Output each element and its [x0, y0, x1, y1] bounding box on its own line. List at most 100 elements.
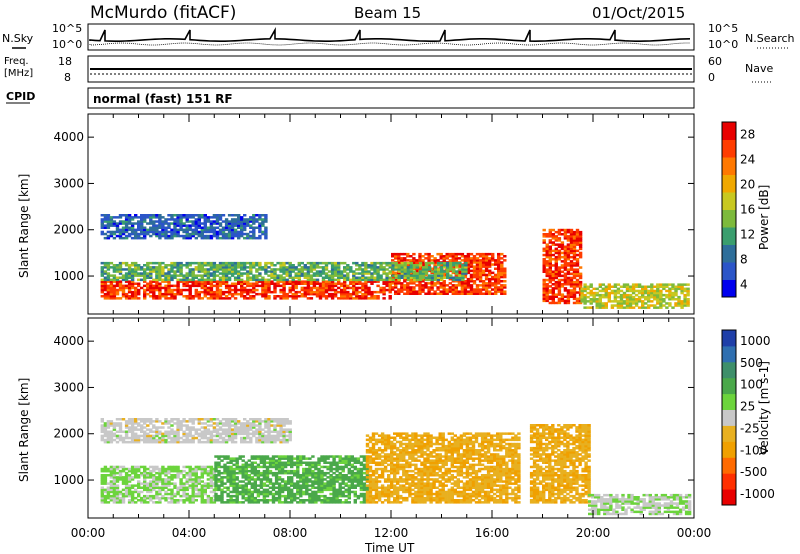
- colorbar-tick: 25: [740, 400, 755, 414]
- colorbar-swatch: [722, 174, 736, 193]
- colorbar-tick: -500: [740, 465, 767, 479]
- colorbar-swatch: [722, 209, 736, 228]
- freq-tick-bottom: 8: [64, 71, 71, 84]
- y-tick-label: 3000: [53, 380, 84, 394]
- y-tick-label: 1000: [53, 473, 84, 487]
- cpid-text: normal (fast) 151 RF: [93, 92, 233, 106]
- vel-region: [100, 465, 217, 504]
- colorbar-swatch: [722, 473, 736, 490]
- power-region: [580, 283, 690, 309]
- nave-tick-bottom: 0: [708, 71, 715, 84]
- colorbar-tick: 28: [740, 128, 755, 142]
- x-axis-label: Time UT: [364, 541, 415, 554]
- velocity-panel: 1000 2000 3000 4000 Slant Range [km]: [17, 317, 695, 519]
- x-tick-labels: 00:00 04:00 08:00 12:00 16:00 20:00 00:00: [71, 526, 712, 540]
- x-tick-label: 00:00: [71, 526, 106, 540]
- y-tick-label: 4000: [53, 334, 84, 348]
- vel-region: [588, 493, 692, 516]
- y-tick-label: 4000: [53, 130, 84, 144]
- beam-title: Beam 15: [354, 4, 421, 22]
- power-colorbar: 28 24 20 16 12 8 4: [721, 121, 755, 298]
- velocity-ylabel: Slant Range [km]: [17, 378, 31, 482]
- colorbar-swatch: [722, 157, 736, 175]
- freq-panel: Freq. [MHz] 18 8 60 0 Nave: [4, 55, 773, 84]
- nsearch-label: N.Search: [745, 32, 795, 45]
- y-tick-label: 2000: [53, 427, 84, 441]
- power-ylabel: Slant Range [km]: [17, 174, 31, 278]
- power-colorbar-label: Power [dB]: [757, 185, 771, 250]
- colorbar-swatch: [722, 262, 736, 280]
- colorbar-tick: 16: [740, 203, 755, 217]
- station-title: McMurdo (fitACF): [90, 3, 236, 23]
- colorbar-tick: 12: [740, 228, 755, 242]
- x-tick-label: 12:00: [374, 526, 409, 540]
- colorbar-tick: -25: [740, 421, 760, 435]
- y-tick-label: 1000: [53, 269, 84, 283]
- date-title: 01/Oct/2015: [592, 4, 685, 22]
- nsearch-trace: [89, 42, 690, 46]
- vel-region: [365, 432, 521, 504]
- freq-tick-top: 18: [58, 55, 72, 68]
- colorbar-tick: -1000: [740, 487, 775, 501]
- colorbar-swatch: [722, 279, 736, 298]
- nsky-label: N.Sky: [2, 32, 34, 45]
- freq-label-2: [MHz]: [4, 68, 33, 79]
- colorbar-swatch: [722, 393, 736, 410]
- noise-tick-right-bottom: 10^0: [708, 38, 738, 51]
- colorbar-swatch: [722, 425, 736, 442]
- velocity-data: [100, 418, 692, 516]
- colorbar-tick: 20: [740, 178, 755, 192]
- colorbar-swatch: [722, 330, 736, 347]
- y-tick-label: 3000: [53, 176, 84, 190]
- power-y-ticks: 1000 2000 3000 4000: [53, 130, 694, 283]
- colorbar-tick: 500: [740, 356, 763, 370]
- y-tick-label: 2000: [53, 223, 84, 237]
- freq-label-1: Freq.: [4, 56, 29, 67]
- velocity-colorbar-label: Velocity [m s-1]: [757, 361, 771, 455]
- vel-region: [100, 418, 292, 444]
- power-region: [100, 280, 392, 300]
- noise-panel: N.Sky N.Search 10^5 10^0 10^5 10^0: [2, 22, 795, 51]
- velocity-colorbar: 1000 500 100 25 -25 -100 -500 -1000: [721, 329, 775, 506]
- x-tick-label: 20:00: [576, 526, 611, 540]
- nave-tick-top: 60: [708, 55, 722, 68]
- x-tick-label: 08:00: [273, 526, 308, 540]
- colorbar-swatch: [722, 489, 736, 506]
- colorbar-swatch: [722, 244, 736, 263]
- x-tick-label: 00:00: [677, 526, 712, 540]
- colorbar-swatch: [722, 377, 736, 395]
- power-x-ticks: [87, 114, 695, 314]
- vel-region: [214, 455, 370, 504]
- colorbar-tick: 24: [740, 153, 755, 167]
- colorbar-swatch: [722, 457, 736, 474]
- noise-tick-right-top: 10^5: [708, 22, 738, 35]
- velocity-x-ticks: [87, 318, 695, 518]
- colorbar-tick: -100: [740, 443, 767, 457]
- noise-tick-left-top: 10^5: [52, 22, 82, 35]
- power-panel: 1000 2000 3000 4000 Slant Range [km]: [17, 113, 695, 315]
- colorbar-swatch: [722, 192, 736, 210]
- power-data: [100, 214, 690, 309]
- colorbar-swatch: [722, 441, 736, 458]
- colorbar-swatch: [722, 361, 736, 379]
- colorbar-tick: 8: [740, 253, 748, 267]
- colorbar-tick: 1000: [740, 334, 771, 348]
- colorbar-swatch: [722, 122, 736, 140]
- cpid-label: CPID: [6, 90, 35, 103]
- vel-region: [529, 424, 591, 504]
- nsky-trace: [89, 26, 691, 43]
- power-region: [100, 261, 468, 282]
- colorbar-swatch: [722, 139, 736, 158]
- noise-tick-left-bottom: 10^0: [52, 38, 82, 51]
- colorbar-swatch: [722, 227, 736, 245]
- power-region: [542, 228, 583, 305]
- velocity-y-ticks: 1000 2000 3000 4000: [53, 334, 694, 487]
- x-tick-label: 04:00: [172, 526, 207, 540]
- nave-label: Nave: [745, 62, 773, 75]
- colorbar-swatch: [722, 409, 736, 426]
- colorbar-swatch: [722, 345, 736, 363]
- colorbar-tick: 4: [740, 278, 748, 292]
- x-tick-label: 16:00: [475, 526, 510, 540]
- colorbar-tick: 100: [740, 378, 763, 392]
